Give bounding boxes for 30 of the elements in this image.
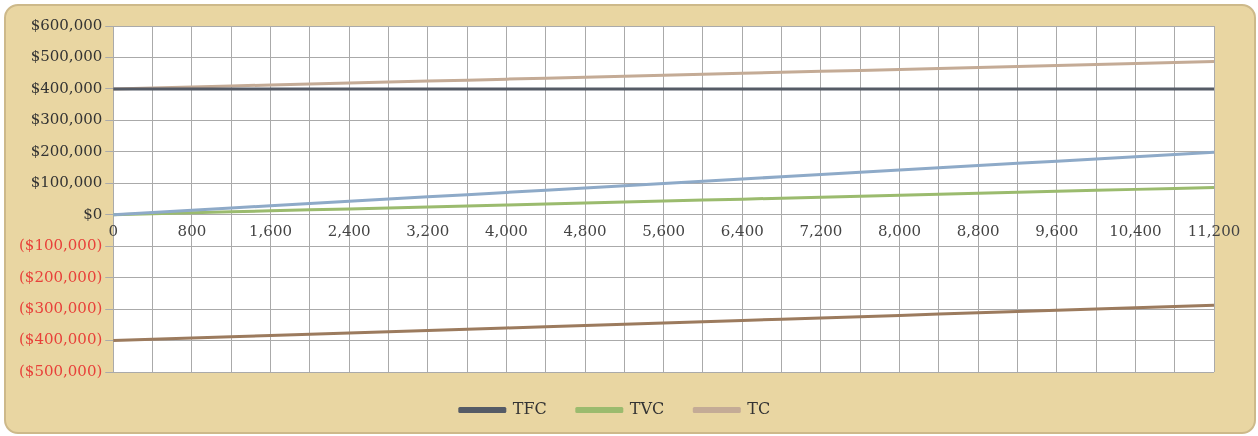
y-tick-label: ($200,000)	[19, 267, 103, 286]
x-tick-label: 8,800	[956, 221, 1000, 240]
y-tick-label: $400,000	[30, 78, 103, 97]
legend-label: TC	[747, 399, 771, 419]
x-tick-label: 1,600	[249, 221, 292, 240]
y-tick-label: $0	[83, 204, 103, 223]
x-tick-label: 2,400	[327, 221, 371, 240]
x-tick-label: 10,400	[1109, 221, 1162, 240]
x-tick-label: 0	[108, 221, 119, 240]
x-tick-label: 9,600	[1035, 221, 1079, 240]
x-tick-label: 8,000	[878, 221, 921, 240]
x-tick-label: 7,200	[799, 221, 843, 240]
y-tick-label: ($400,000)	[19, 330, 103, 349]
x-tick-label: 4,800	[563, 221, 607, 240]
x-tick-label: 6,400	[720, 221, 764, 240]
x-tick-label: 5,600	[642, 221, 686, 240]
y-tick-label: ($100,000)	[19, 236, 103, 255]
x-tick-label: 3,200	[406, 221, 450, 240]
legend-label: TVC	[629, 399, 665, 419]
x-tick-label: 800	[177, 221, 207, 240]
y-tick-label: $300,000	[30, 110, 103, 129]
y-tick-label: $200,000	[30, 141, 103, 160]
x-tick-label: 4,000	[484, 221, 528, 240]
y-tick-label: $600,000	[30, 15, 103, 34]
y-tick-label: ($500,000)	[19, 361, 103, 380]
y-tick-label: $500,000	[30, 47, 103, 66]
legend-label: TFC	[512, 399, 547, 419]
y-tick-label: ($300,000)	[19, 298, 103, 317]
y-tick-label: $100,000	[30, 173, 103, 192]
x-tick-label: 11,200	[1187, 221, 1241, 240]
